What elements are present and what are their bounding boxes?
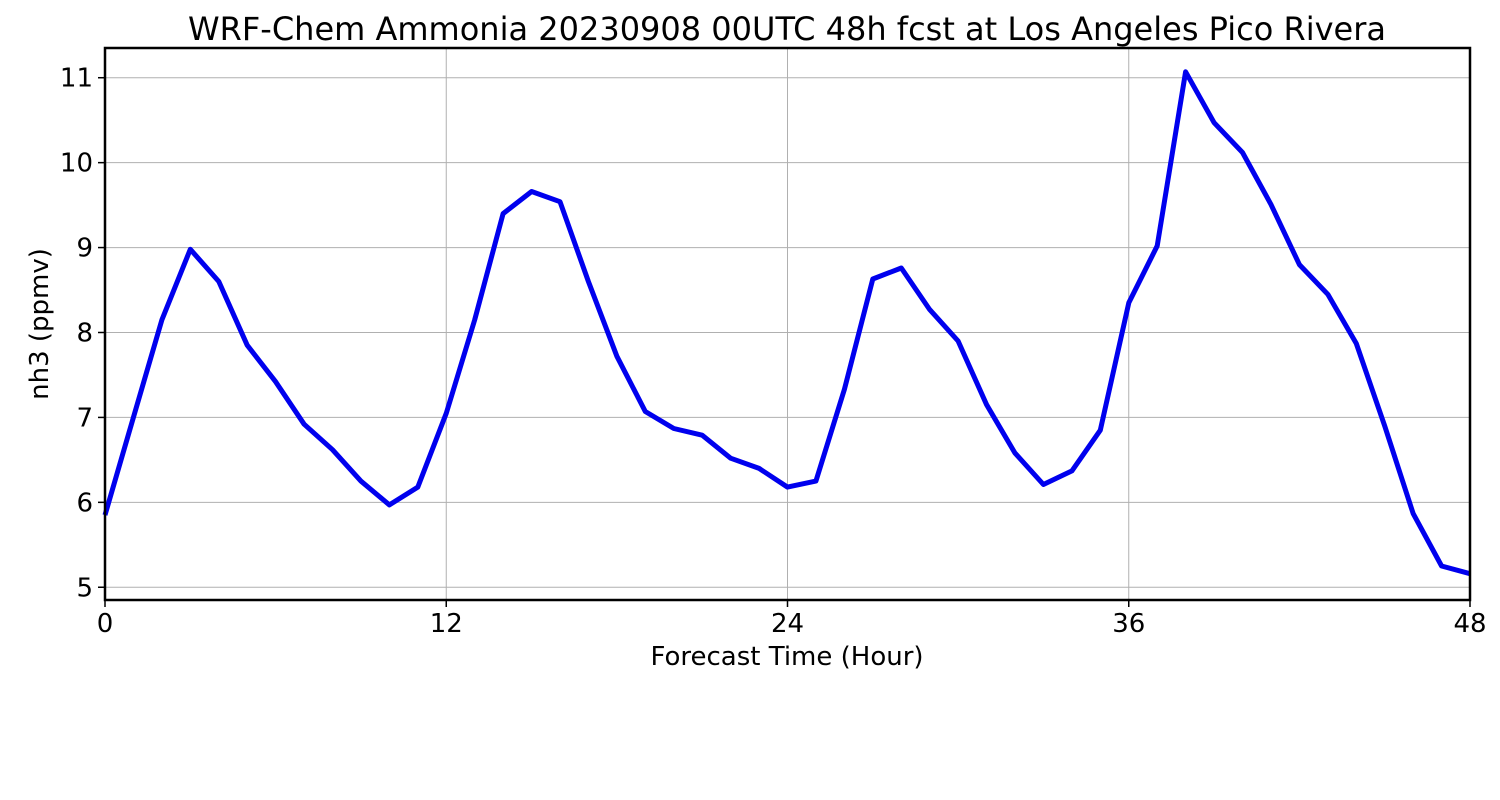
y-tick-label: 11 (60, 64, 93, 94)
x-tick-label: 12 (430, 609, 463, 639)
x-axis-label: Forecast Time (Hour) (650, 642, 923, 672)
x-tick-label: 24 (771, 609, 804, 639)
chart-title: WRF-Chem Ammonia 20230908 00UTC 48h fcst… (188, 10, 1386, 48)
y-tick-label: 8 (76, 318, 93, 348)
grid-lines (104, 48, 1471, 600)
x-tick-label: 48 (1453, 609, 1486, 639)
series-layer (102, 69, 1471, 577)
y-tick-label: 9 (76, 234, 93, 264)
y-tick-label: 5 (76, 573, 93, 603)
y-tick-label: 10 (60, 149, 93, 179)
y-tick-label: 6 (76, 488, 93, 518)
x-tick-label: 0 (97, 609, 114, 639)
y-tick-label: 7 (76, 403, 93, 433)
plot-frame (103, 46, 1472, 602)
x-tick-label: 36 (1112, 609, 1145, 639)
y-axis-label: nh3 (ppmv) (25, 248, 55, 400)
axis-ticks: 0 12 24 36 48 5 6 7 8 9 10 11 (60, 64, 1487, 639)
nh3-series-line (102, 69, 1471, 577)
